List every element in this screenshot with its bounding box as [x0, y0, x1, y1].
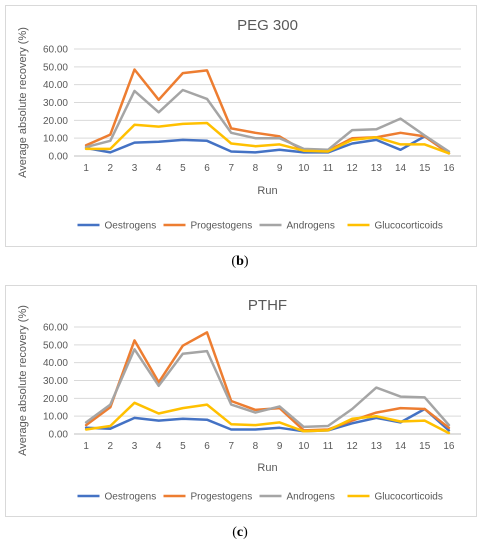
x-tick-label: 4: [156, 163, 162, 174]
legend-item-progestogens: Progestogens: [163, 221, 253, 232]
y-tick-label: 60.00: [43, 45, 68, 56]
x-tick-label: 11: [323, 441, 334, 452]
y-tick-label: 30.00: [43, 376, 68, 387]
series-line-oestrogens: [84, 135, 451, 155]
y-tick-label: 10.00: [43, 412, 68, 423]
y-tick-label: 60.00: [43, 323, 68, 334]
x-axis-title: Run: [257, 185, 277, 197]
x-axis-title: Run: [257, 462, 277, 474]
panel-caption-b: (b): [231, 254, 249, 269]
x-tick-label: 5: [180, 441, 186, 452]
panel-label-b: b: [236, 254, 244, 269]
series-line-glucocorticoids: [84, 401, 451, 435]
series-line-androgens: [84, 348, 451, 429]
x-tick-label: 14: [395, 163, 407, 174]
x-tick-label: 10: [298, 441, 310, 452]
x-tick-label: 9: [277, 441, 283, 452]
legend-item-glucocorticoids: Glucocorticoids: [347, 492, 443, 503]
legend-item-androgens: Androgens: [259, 492, 335, 503]
y-tick-label: 40.00: [43, 80, 68, 91]
legend-item-androgens: Androgens: [259, 221, 335, 232]
legend-item-oestrogens: Oestrogens: [77, 492, 157, 503]
x-tick-label: 8: [253, 163, 259, 174]
y-tick-label: 20.00: [43, 394, 68, 405]
x-tick-label: 7: [228, 441, 234, 452]
y-tick-label: 0.00: [49, 152, 69, 163]
x-tick-label: 14: [395, 441, 407, 452]
legend-item-oestrogens: Oestrogens: [77, 221, 157, 232]
chart-panel-peg300: PEG 300 0.00 10.00 20.00 30.00 40.00 50.00 60.0…: [5, 5, 477, 247]
x-tick-label: 1: [83, 163, 89, 174]
x-tick-label: 4: [156, 441, 162, 452]
chart-peg300: PEG 300 0.00 10.00 20.00 30.00 40.00 50.00 60.0…: [17, 17, 461, 232]
y-tick-label: 0.00: [49, 430, 69, 441]
panel-label-c: c: [236, 525, 244, 540]
x-tick-label: 6: [204, 441, 210, 452]
y-tick-label: 50.00: [43, 340, 68, 351]
x-tick-label: 6: [204, 163, 210, 174]
x-tick-label: 12: [347, 441, 359, 452]
x-tick-label: 11: [323, 163, 334, 174]
x-tick-label: 15: [419, 163, 431, 174]
chart-title: PEG 300: [237, 17, 298, 34]
series-line-progestogens: [84, 68, 451, 155]
y-tick-label: 30.00: [43, 98, 68, 109]
y-axis-title: Average absolute recovery (%): [17, 305, 29, 456]
panel-caption-c: (c): [232, 525, 248, 540]
x-tick-label: 2: [108, 163, 114, 174]
series-line-oestrogens: [84, 407, 451, 433]
chart-title: PTHF: [248, 297, 287, 314]
x-tick-label: 2: [108, 441, 114, 452]
y-tick-label: 50.00: [43, 62, 68, 73]
x-tick-label: 12: [347, 163, 359, 174]
legend-label: Glucocorticoids: [375, 221, 443, 232]
x-tick-label: 5: [180, 163, 186, 174]
series-line-androgens: [84, 88, 451, 153]
y-tick-label: 40.00: [43, 358, 68, 369]
legend-label: Oestrogens: [105, 221, 157, 232]
x-tick-label: 15: [419, 441, 431, 452]
x-tick-label: 8: [253, 441, 259, 452]
legend-label: Androgens: [287, 492, 335, 503]
x-tick-label: 16: [443, 441, 455, 452]
y-axis-title: Average absolute recovery (%): [17, 27, 29, 178]
x-tick-label: 3: [132, 163, 138, 174]
x-tick-label: 10: [298, 163, 310, 174]
y-tick-label: 10.00: [43, 134, 68, 145]
y-tick-label: 20.00: [43, 116, 68, 127]
x-tick-label: 13: [371, 163, 383, 174]
x-tick-label: 1: [83, 441, 89, 452]
x-tick-label: 7: [228, 163, 234, 174]
legend-label: Oestrogens: [105, 492, 157, 503]
x-tick-label: 16: [443, 163, 455, 174]
legend-label: Progestogens: [191, 221, 253, 232]
x-tick-label: 13: [371, 441, 383, 452]
legend-label: Glucocorticoids: [375, 492, 443, 503]
legend-label: Androgens: [287, 221, 335, 232]
x-tick-label: 3: [132, 441, 138, 452]
chart-panel-pthf: PTHF 0.00 10.00 20.00 30.00 40.00 50.00 60.00 1 2…: [5, 285, 477, 517]
x-tick-label: 9: [277, 163, 283, 174]
legend-item-glucocorticoids: Glucocorticoids: [347, 221, 443, 232]
series-line-glucocorticoids: [84, 121, 451, 155]
legend-label: Progestogens: [191, 492, 253, 503]
legend-item-progestogens: Progestogens: [163, 492, 253, 503]
